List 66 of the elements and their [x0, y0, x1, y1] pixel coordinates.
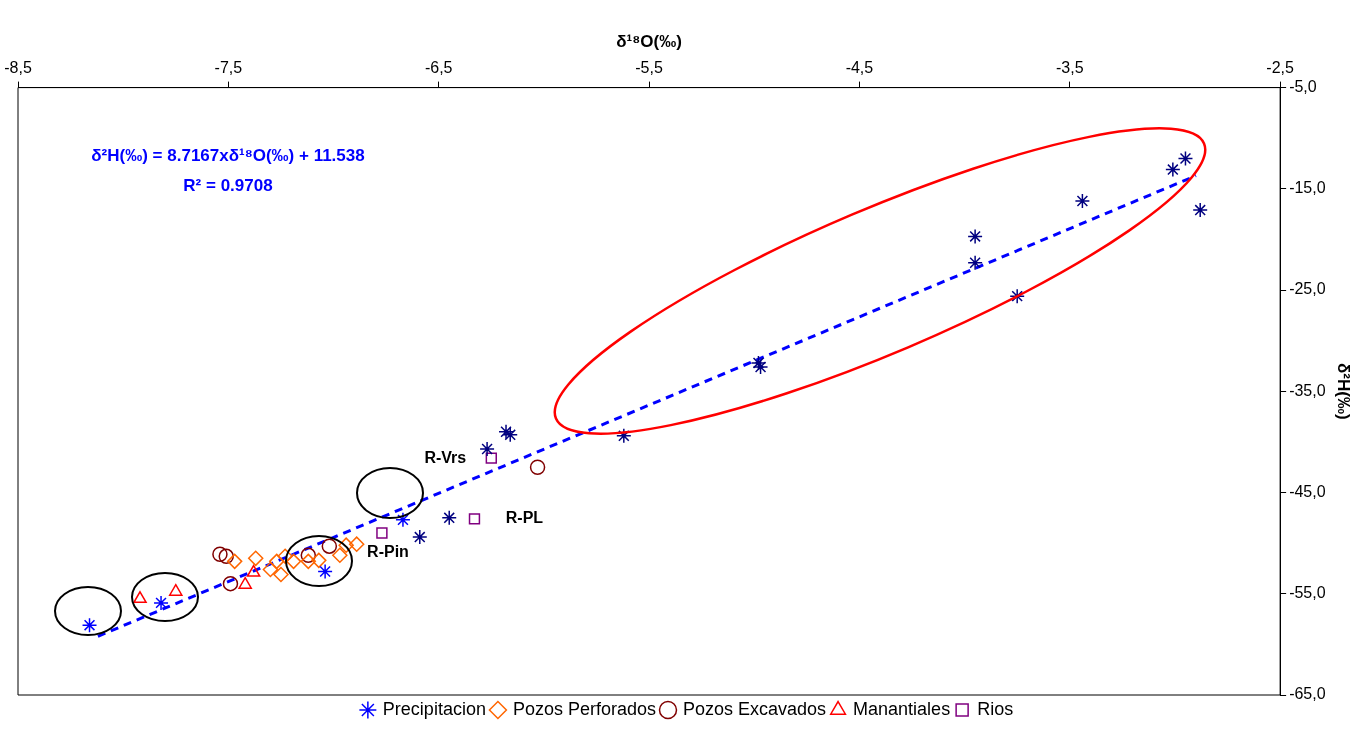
annotation: R-Pin [367, 543, 409, 561]
point [502, 427, 518, 443]
point [222, 575, 239, 592]
legend-label: Pozos Perforados [512, 698, 656, 719]
point [498, 424, 514, 440]
legend-label: Precipitacion [382, 698, 486, 719]
y-tick-label: -55,0 [1289, 584, 1326, 602]
y-tick-label: -65,0 [1289, 685, 1326, 703]
x-tick-label: -3,5 [1055, 59, 1084, 77]
point [616, 428, 632, 444]
y-tick-label: -45,0 [1289, 482, 1326, 500]
y-axis-title: δ²H(‰) [1334, 363, 1354, 420]
legend-label: Manantiales [853, 698, 951, 719]
point [247, 550, 264, 567]
point [285, 553, 302, 570]
point [1192, 202, 1208, 218]
y-tick-label: -15,0 [1289, 179, 1326, 197]
point [300, 547, 317, 564]
point [273, 566, 289, 583]
x-axis-title: δ¹⁸O(‰) [616, 31, 682, 51]
point [317, 563, 333, 580]
point [338, 537, 354, 553]
x-tick-label: -6,5 [424, 59, 453, 77]
point [262, 561, 279, 578]
point [752, 359, 769, 375]
point [268, 553, 285, 570]
annotation: R² = 0.9708 [183, 175, 273, 195]
point [412, 529, 428, 545]
x-tick-label: -2,5 [1266, 59, 1295, 77]
point [395, 512, 411, 528]
y-tick-label: -5,0 [1289, 78, 1317, 96]
annotation: δ²H(‰) = 8.7167xδ¹⁸O(‰) + 11.538 [91, 145, 365, 165]
legend-label: Pozos Excavados [682, 698, 827, 719]
point [321, 538, 338, 554]
y-tick-label: -25,0 [1289, 280, 1326, 298]
point [1009, 288, 1025, 304]
point [750, 355, 767, 371]
point [441, 510, 457, 526]
point [529, 459, 546, 475]
point [277, 548, 293, 565]
point [332, 547, 348, 564]
point [479, 441, 495, 457]
x-tick-label: -8,5 [4, 59, 32, 77]
x-tick-label: -4,5 [845, 59, 874, 77]
point [81, 617, 98, 633]
point [1074, 193, 1091, 209]
point [1165, 161, 1181, 178]
y-tick-label: -35,0 [1289, 381, 1326, 399]
point [348, 536, 365, 552]
point [485, 452, 497, 464]
point [376, 527, 388, 539]
point [1177, 150, 1194, 167]
annotation: R-PL [505, 509, 544, 527]
point [300, 553, 317, 570]
x-tick-label: -7,5 [214, 59, 243, 77]
point [226, 553, 243, 570]
legend-label: Rios [977, 698, 1014, 719]
annotation: R-Vrs [424, 448, 467, 466]
x-tick-label: -5,5 [635, 59, 663, 77]
point [212, 546, 228, 563]
point [967, 254, 983, 271]
point [967, 228, 983, 245]
point [133, 591, 147, 604]
point [218, 548, 234, 565]
point [153, 595, 169, 611]
point [468, 513, 481, 525]
